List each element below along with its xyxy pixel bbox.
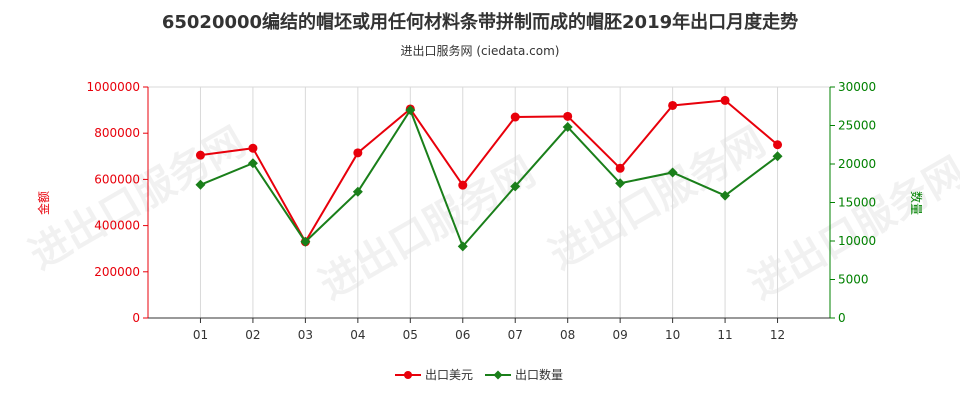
watermark: 进出口服务网 [22, 119, 253, 279]
data-point-1 [563, 111, 573, 121]
x-tick-label: 09 [613, 328, 628, 342]
left-tick-label: 400000 [94, 219, 140, 233]
data-point-1 [720, 95, 730, 105]
right-tick-label: 5000 [838, 273, 869, 287]
legend-label: 出口美元 [425, 368, 473, 382]
right-axis-title: 数量 [909, 191, 924, 215]
chart-title: 65020000编结的帽坯或用任何材料条带拼制而成的帽胚2019年出口月度走势 [161, 12, 799, 33]
series-line-1 [200, 99, 779, 244]
data-point-1 [510, 112, 520, 122]
data-point-2 [195, 179, 206, 190]
x-tick-label: 08 [560, 328, 575, 342]
right-tick-label: 20000 [838, 157, 876, 171]
series-line-2 [200, 107, 779, 249]
x-tick-label: 02 [245, 328, 260, 342]
data-point-1 [195, 150, 205, 160]
data-point-2 [457, 241, 468, 252]
chart-subtitle: 进出口服务网 (ciedata.com) [400, 44, 560, 58]
x-tick-label: 01 [193, 328, 208, 342]
data-point-2 [772, 151, 783, 162]
left-tick-label: 600000 [94, 172, 140, 186]
x-tick-label: 07 [508, 328, 523, 342]
right-tick-label: 15000 [838, 196, 876, 210]
legend-marker [404, 371, 412, 379]
data-point-2 [720, 190, 731, 201]
x-tick-label: 11 [717, 328, 732, 342]
right-tick-label: 25000 [838, 119, 876, 133]
data-point-1 [615, 163, 625, 173]
right-tick-label: 0 [838, 311, 846, 325]
data-point-1 [773, 140, 783, 150]
data-point-2 [300, 236, 311, 247]
data-point-2 [510, 181, 521, 192]
left-axis-title: 金额 [36, 191, 51, 215]
left-tick-label: 1000000 [87, 80, 140, 94]
legend-marker [493, 370, 503, 380]
watermark: 进出口服务网 [542, 119, 773, 279]
x-tick-label: 06 [455, 328, 470, 342]
data-point-2 [247, 158, 258, 169]
data-point-1 [458, 180, 468, 190]
right-tick-label: 30000 [838, 80, 876, 94]
data-point-2 [562, 122, 573, 133]
x-tick-label: 04 [350, 328, 365, 342]
x-tick-label: 03 [298, 328, 313, 342]
x-tick-label: 05 [403, 328, 418, 342]
data-point-2 [615, 178, 626, 189]
data-point-1 [668, 100, 678, 110]
left-tick-label: 200000 [94, 265, 140, 279]
legend-label: 出口数量 [515, 367, 563, 382]
data-point-1 [248, 143, 258, 153]
data-point-2 [667, 167, 678, 178]
data-point-2 [352, 186, 363, 197]
left-tick-label: 0 [132, 311, 140, 325]
right-tick-label: 10000 [838, 234, 876, 248]
x-tick-label: 10 [665, 328, 680, 342]
left-tick-label: 800000 [94, 126, 140, 140]
data-point-1 [353, 148, 363, 158]
x-tick-label: 12 [770, 328, 785, 342]
data-point-2 [405, 105, 416, 116]
